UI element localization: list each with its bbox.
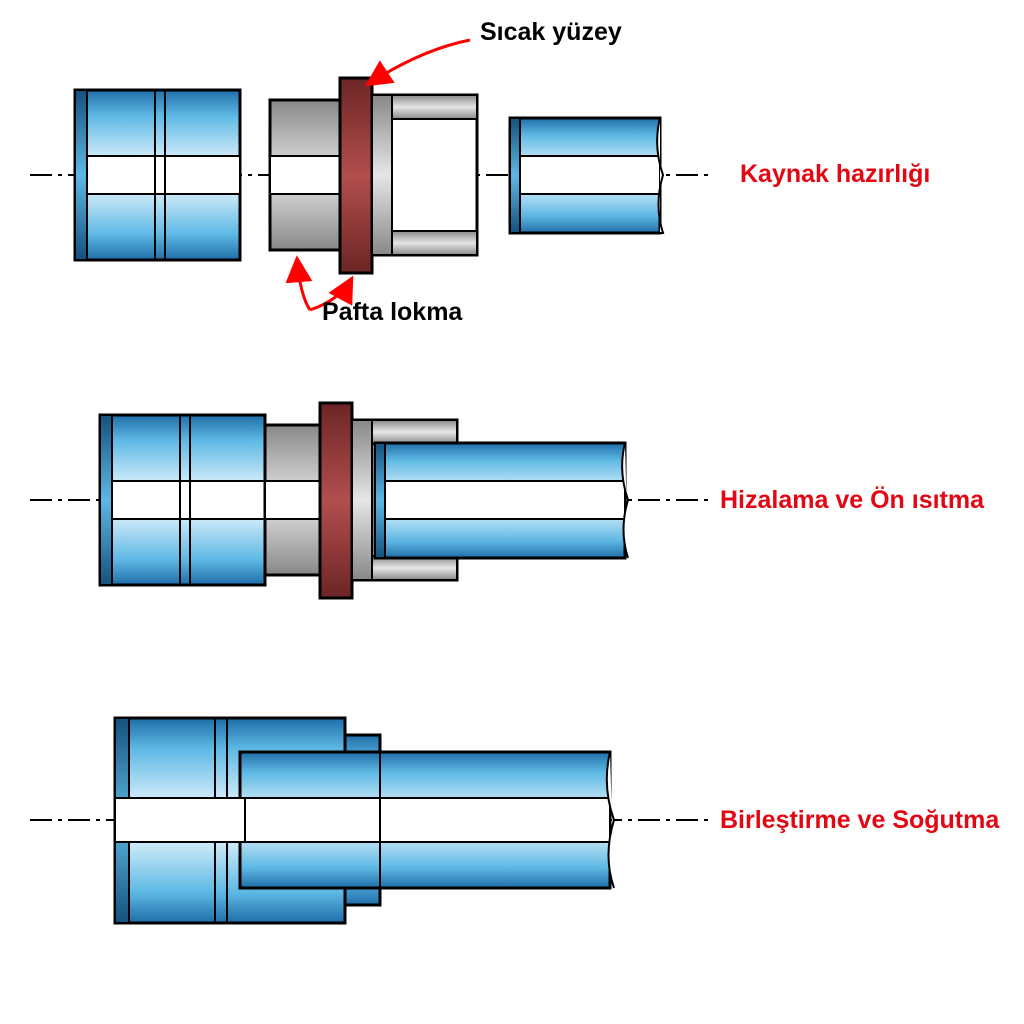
label-stage-2: Hizalama ve Ön ısıtma bbox=[720, 486, 984, 515]
socket-left-2 bbox=[265, 425, 320, 575]
right-pipe-1 bbox=[510, 118, 663, 233]
arrow-hot-surface bbox=[367, 40, 470, 85]
bore-3 bbox=[115, 798, 245, 842]
socket-left-1 bbox=[270, 100, 340, 250]
stage-1 bbox=[30, 40, 710, 310]
socket-right-1 bbox=[372, 95, 477, 255]
label-stage-3: Birleştirme ve Soğutma bbox=[720, 806, 999, 835]
heater-plate-2 bbox=[320, 403, 352, 598]
left-coupler-2 bbox=[100, 415, 265, 585]
stage-3 bbox=[30, 718, 710, 923]
left-coupler-1 bbox=[75, 90, 240, 260]
right-pipe-2 bbox=[375, 443, 628, 558]
arrow-tool-1 bbox=[297, 258, 310, 310]
heater-plate-1 bbox=[340, 78, 372, 273]
right-pipe-3 bbox=[240, 752, 614, 888]
label-stage-1: Kaynak hazırlığı bbox=[740, 160, 930, 189]
stage-2 bbox=[30, 403, 710, 598]
label-hot-surface: Sıcak yüzey bbox=[480, 18, 622, 47]
label-tool: Pafta lokma bbox=[322, 298, 462, 327]
